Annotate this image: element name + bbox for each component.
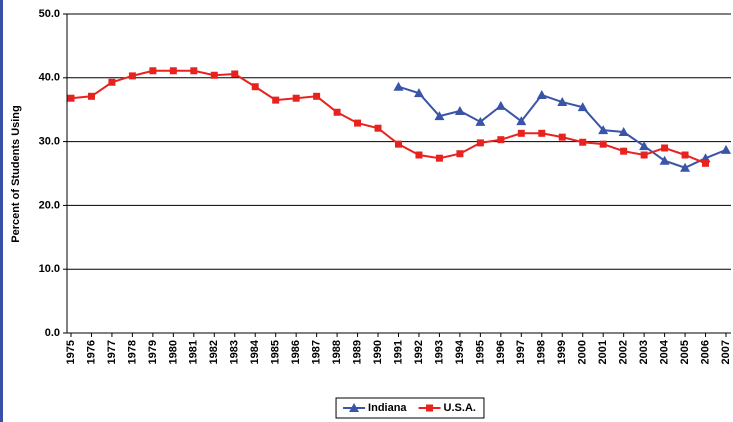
y-tick-label: 50.0 [39, 8, 60, 20]
data-point [536, 90, 547, 100]
x-tick-label: 2006 [699, 340, 711, 364]
data-point [639, 141, 650, 151]
x-tick-label: 2002 [618, 340, 630, 364]
x-tick-label: 1981 [188, 340, 200, 364]
data-point [702, 159, 710, 167]
data-point [231, 70, 239, 78]
data-point [272, 96, 280, 104]
x-tick-label: 2001 [597, 340, 609, 364]
y-axis-label: Percent of Students Using [10, 105, 22, 243]
data-point [659, 155, 670, 165]
x-tick-label: 1983 [229, 340, 241, 364]
x-tick-label: 1997 [515, 340, 527, 364]
data-point [333, 108, 341, 116]
x-tick-label: 1982 [208, 340, 220, 364]
x-tick-label: 1980 [167, 340, 179, 364]
data-point [454, 105, 465, 115]
data-point [210, 71, 218, 79]
x-tick-label: 1986 [290, 340, 302, 364]
x-tick-label: 1989 [351, 340, 363, 364]
data-point [413, 88, 424, 98]
data-point [87, 92, 95, 100]
y-tick-label: 20.0 [39, 199, 60, 211]
data-point [354, 119, 362, 127]
legend-label: U.S.A. [444, 402, 476, 414]
data-point [681, 151, 689, 159]
data-point [640, 151, 648, 159]
y-tick-label: 40.0 [39, 72, 60, 84]
data-point [497, 136, 505, 144]
x-tick-label: 2004 [659, 339, 671, 364]
x-tick-label: 1985 [270, 340, 282, 364]
data-point [516, 116, 527, 126]
x-tick-label: 1994 [454, 339, 466, 364]
legend-marker [426, 404, 434, 412]
x-tick-label: 1984 [249, 339, 261, 364]
x-tick-label: 1998 [536, 340, 548, 364]
data-point [599, 140, 607, 148]
x-tick-label: 1991 [392, 340, 404, 364]
data-point [598, 125, 609, 135]
data-point [618, 127, 629, 137]
legend-label: Indiana [368, 402, 407, 414]
x-tick-label: 1992 [413, 340, 425, 364]
y-tick-label: 30.0 [39, 136, 60, 148]
legend-marker [349, 403, 360, 412]
data-point [620, 147, 628, 155]
legend-box [335, 397, 485, 419]
data-point [434, 111, 445, 121]
data-point [557, 97, 568, 107]
x-tick-label: 1990 [372, 340, 384, 364]
data-point [475, 116, 486, 126]
x-tick-label: 1976 [85, 340, 97, 364]
data-point [393, 81, 404, 91]
data-point [313, 92, 321, 100]
data-point [495, 100, 506, 110]
x-tick-label: 1975 [65, 340, 77, 364]
data-point [292, 94, 300, 102]
data-point [149, 67, 157, 75]
data-point [128, 72, 136, 80]
x-tick-label: 1993 [433, 340, 445, 364]
data-point [435, 154, 443, 162]
data-point [517, 129, 525, 137]
data-point [251, 83, 259, 91]
data-point [374, 124, 382, 132]
data-point [67, 94, 75, 102]
x-tick-label: 1999 [556, 340, 568, 364]
x-tick-label: 1988 [331, 340, 343, 364]
data-point [721, 144, 731, 154]
x-tick-label: 2003 [638, 340, 650, 364]
data-point [190, 67, 198, 75]
legend: Indiana U.S.A. [335, 397, 485, 419]
data-point [680, 162, 691, 172]
data-point [415, 151, 423, 159]
data-point [577, 102, 588, 112]
data-point [456, 150, 464, 158]
data-point [108, 78, 116, 86]
x-tick-label: 1979 [147, 340, 159, 364]
data-point [169, 67, 177, 75]
x-tick-label: 2007 [720, 340, 732, 364]
x-tick-label: 1977 [106, 340, 118, 364]
data-point [395, 140, 402, 148]
data-point [538, 129, 546, 137]
data-point [579, 138, 587, 146]
data-point [558, 133, 566, 141]
x-tick-label: 1995 [474, 340, 486, 364]
x-tick-label: 1978 [126, 340, 138, 364]
x-tick-label: 1987 [311, 340, 323, 364]
x-tick-label: 2000 [577, 340, 589, 364]
data-point [476, 139, 484, 147]
data-point [661, 144, 669, 152]
y-tick-label: 0.0 [45, 327, 60, 339]
y-tick-label: 10.0 [39, 263, 60, 275]
x-tick-label: 1996 [495, 340, 507, 364]
x-tick-label: 2005 [679, 340, 691, 364]
